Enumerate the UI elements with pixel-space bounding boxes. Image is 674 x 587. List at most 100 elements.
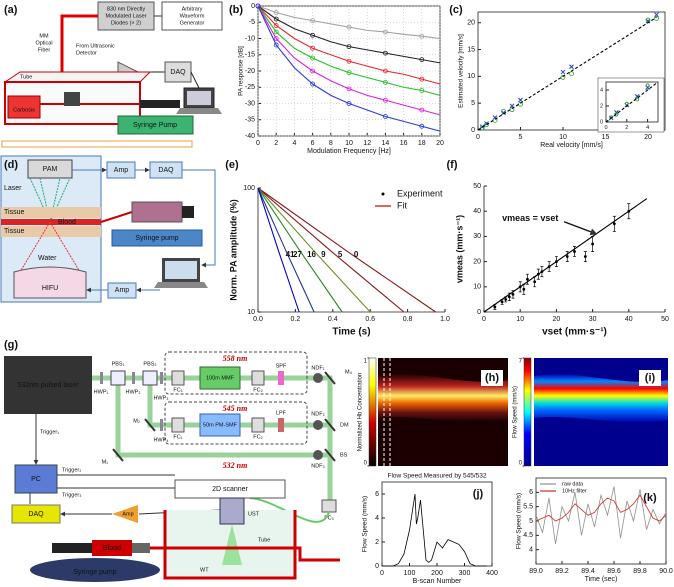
y-tick-label: -5 bbox=[249, 19, 255, 26]
y-tick-label: 10 bbox=[467, 73, 475, 80]
label: FC₁ bbox=[173, 434, 182, 440]
diagram-rect bbox=[7, 95, 41, 119]
point bbox=[310, 68, 316, 74]
curve-label: 5 bbox=[338, 250, 343, 259]
diagram-rect bbox=[64, 92, 80, 106]
diagram-path bbox=[13, 266, 87, 299]
diagram-g: (g) 532nm pulsed laser PBS₁ PBS₂ HWP₁ HW… bbox=[4, 339, 353, 582]
series-line bbox=[257, 187, 315, 313]
diagram-rect bbox=[111, 229, 203, 247]
point bbox=[591, 242, 594, 246]
x-tick-label: 40 bbox=[625, 316, 633, 323]
diagram-rect bbox=[278, 418, 284, 432]
x-tick-label: 0 bbox=[256, 140, 260, 147]
point bbox=[346, 44, 352, 50]
point bbox=[612, 222, 616, 226]
point bbox=[645, 83, 650, 87]
point bbox=[273, 36, 279, 41]
x-axis-label: vset (mm·s⁻¹) bbox=[542, 327, 607, 338]
label: NDF₃ bbox=[311, 463, 325, 469]
x-tick-label: 10 bbox=[345, 140, 353, 147]
diagram-polygon bbox=[112, 505, 138, 523]
diagram-rect bbox=[278, 371, 284, 385]
chart: (k) 89.0 89.2 89.4 89.6 89.8 90.0 4 4.5 5 5.5 6 Time… bbox=[516, 477, 673, 583]
chart: (f) 0 10 20 30 40 50 0 10 20 30 40 50 vset (mm·s⁻¹) vm… bbox=[447, 159, 669, 338]
point bbox=[382, 50, 388, 56]
series-line bbox=[257, 5, 441, 40]
point bbox=[273, 23, 279, 28]
legend-label: 10Hz filter bbox=[562, 488, 587, 494]
panel-label: (e) bbox=[225, 159, 239, 171]
label: Syringe pump bbox=[135, 235, 178, 242]
diagram-rect bbox=[161, 1, 223, 31]
colorbar-tick-label: 7 bbox=[519, 359, 523, 365]
curve-label: 41 bbox=[286, 250, 295, 259]
point bbox=[255, 3, 261, 9]
label: Laser bbox=[4, 185, 22, 192]
diagram-rect bbox=[182, 206, 194, 218]
y-tick-label: -30 bbox=[245, 100, 255, 107]
label: Modulated Laser bbox=[106, 13, 147, 19]
diagram-polygon bbox=[176, 108, 222, 114]
colorbar-tick-label: 1 bbox=[364, 359, 368, 365]
point bbox=[310, 81, 316, 87]
label: Blood bbox=[103, 545, 121, 552]
point bbox=[654, 12, 659, 18]
x-tick-label: 1.0 bbox=[440, 316, 450, 323]
x-tick-label: 0.4 bbox=[328, 316, 338, 323]
point bbox=[569, 64, 574, 70]
diagram-rect bbox=[321, 499, 337, 513]
diagram-line bbox=[324, 371, 336, 385]
x-tick-label: 4 bbox=[292, 140, 296, 147]
wavelength: 545 nm bbox=[223, 404, 248, 413]
x-tick-label: 30 bbox=[589, 316, 597, 323]
colorbar bbox=[368, 357, 377, 467]
y-tick-label: 20 bbox=[473, 258, 481, 265]
point bbox=[526, 277, 529, 281]
point bbox=[504, 298, 508, 301]
point bbox=[511, 292, 515, 296]
point bbox=[346, 101, 352, 106]
label: Optical bbox=[35, 40, 52, 46]
diagram-rect bbox=[110, 370, 126, 386]
diagram-line bbox=[324, 448, 336, 462]
x-tick-label: 90.0 bbox=[659, 568, 673, 575]
point bbox=[382, 68, 388, 74]
y-tick-label: 0 bbox=[471, 127, 475, 134]
label: Generator bbox=[180, 20, 205, 26]
diagram-rect bbox=[100, 372, 103, 384]
y-tick-label: 20 bbox=[467, 20, 475, 27]
label: DAQ bbox=[28, 511, 44, 518]
series-line bbox=[605, 81, 659, 123]
label: Diodes (× 2) bbox=[111, 20, 141, 26]
x-tick-label: 200 bbox=[431, 570, 443, 577]
series-line bbox=[477, 16, 657, 131]
annotation-arrow bbox=[563, 221, 598, 236]
panel-label: (a) bbox=[4, 4, 18, 16]
diagram-rect bbox=[171, 417, 185, 433]
series-line bbox=[535, 486, 667, 545]
label: NDF₂ bbox=[311, 411, 324, 417]
y-tick-label: 0 bbox=[251, 3, 255, 10]
colorbar bbox=[523, 357, 532, 467]
label: Amp bbox=[122, 511, 133, 517]
diagram-rect bbox=[132, 372, 135, 384]
panel-label: (g) bbox=[4, 339, 18, 351]
y-tick-label: 4 bbox=[375, 515, 379, 522]
diagram-rect bbox=[131, 201, 183, 223]
diagram-a: (a) 830 nm Directly Modulated Laser Diod… bbox=[1, 1, 223, 148]
point bbox=[479, 125, 485, 131]
x-tick-label: 6 bbox=[311, 140, 315, 147]
x-tick-label: 400 bbox=[486, 570, 498, 577]
point bbox=[310, 55, 316, 61]
x-tick-label: 2 bbox=[625, 125, 628, 131]
label: Detector bbox=[76, 50, 97, 56]
label: DAQ bbox=[170, 69, 186, 76]
diagram-rect bbox=[165, 261, 197, 279]
series-line bbox=[257, 187, 405, 313]
diagram-d: (d) PAM Laser Tissue Blood Tissue Water … bbox=[0, 155, 216, 303]
label: PC bbox=[31, 476, 41, 483]
x-tick-label: 0.6 bbox=[365, 316, 375, 323]
point bbox=[346, 86, 352, 92]
